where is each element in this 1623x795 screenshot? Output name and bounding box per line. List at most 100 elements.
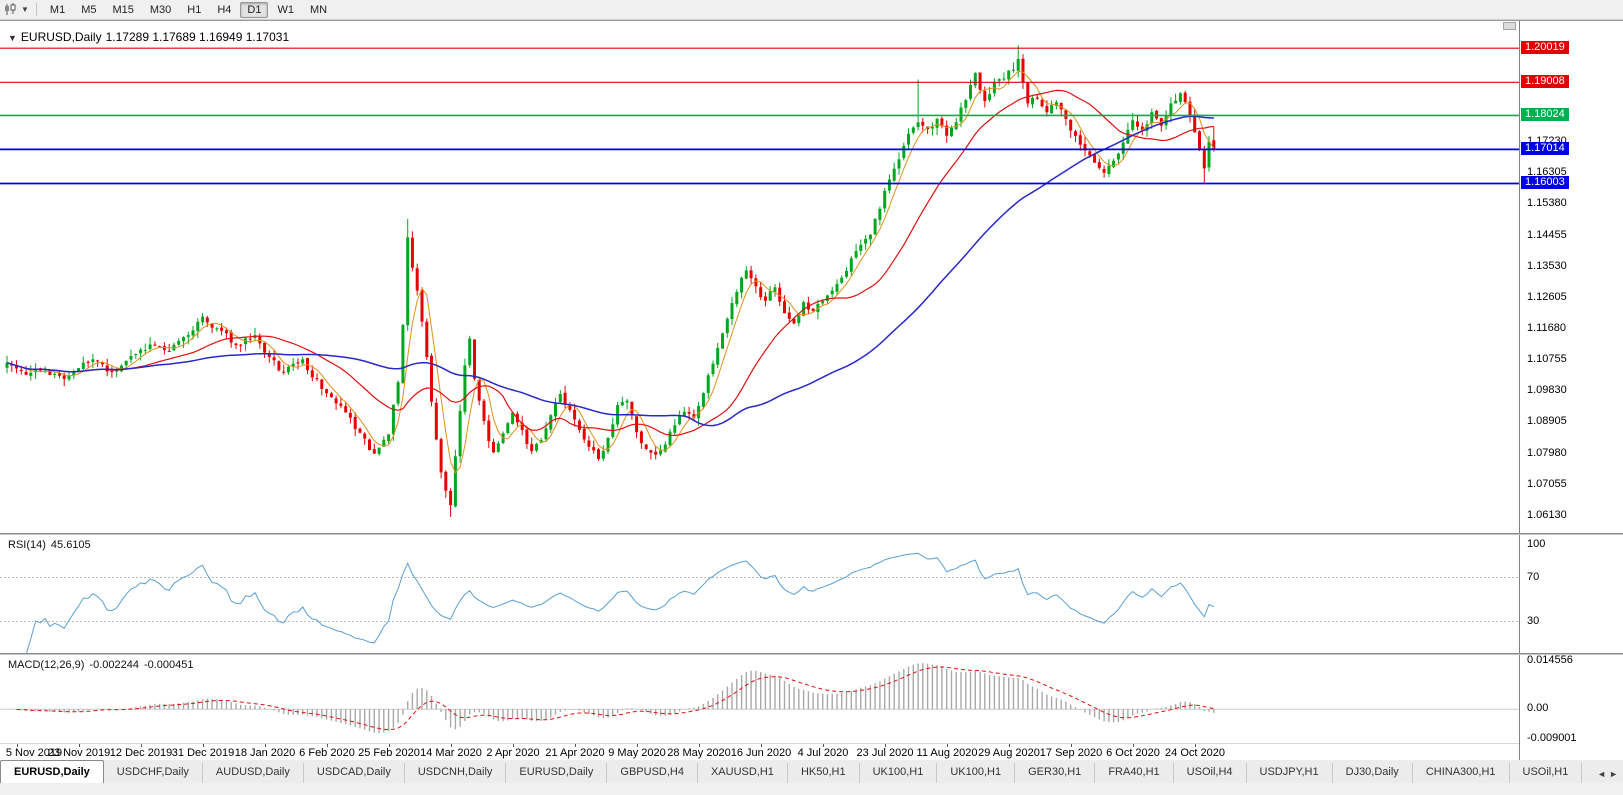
date-tick	[947, 744, 948, 747]
candlestick-chart-icon[interactable]	[4, 3, 19, 16]
date-tick	[17, 744, 18, 747]
chart-tab-audusd-daily[interactable]: AUDUSD,Daily	[203, 763, 304, 783]
chart-tab-eurusd-daily[interactable]: EURUSD,Daily	[506, 763, 608, 783]
rsi-axis-tick: 100	[1527, 538, 1546, 550]
chart-tab-gbpusd-h4[interactable]: GBPUSD,H4	[607, 763, 698, 783]
date-label: 23 Nov 2019	[47, 747, 111, 759]
date-label: 29 Aug 2020	[978, 747, 1040, 759]
chart-tab-bar: EURUSD,Daily USDCHF,Daily AUDUSD,Daily USDC…	[0, 759, 1623, 783]
price-axis-tick: 1.15380	[1527, 197, 1567, 209]
chart-tab-xauusd-h1[interactable]: XAUUSD,H1	[698, 763, 788, 783]
chart-tab-fra40-h1[interactable]: FRA40,H1	[1095, 763, 1174, 783]
date-label: 4 Jul 2020	[797, 747, 849, 759]
macd-axis-tick: 0.014556	[1527, 654, 1573, 666]
chart-tab-usoil-h1[interactable]: USOil,H1	[1510, 763, 1583, 783]
chart-tab-uk100-h1[interactable]: UK100,H1	[937, 763, 1016, 783]
timeframe-buttons: M1 M5 M15 M30 H1 H4 D1 W1 MN	[42, 1, 335, 18]
price-axis-tick: 1.13530	[1527, 260, 1567, 272]
macd-indicator-pane[interactable]	[0, 655, 1519, 743]
price-axis-tick: 1.16305	[1527, 166, 1567, 178]
price-axis-tick: 1.07055	[1527, 478, 1567, 490]
tabs-scroll-right-arrow[interactable]: ►	[1609, 769, 1618, 779]
chart-tab-ger30-h1[interactable]: GER30,H1	[1015, 763, 1096, 783]
chart-tab-dj30-daily[interactable]: DJ30,Daily	[1333, 763, 1413, 783]
timeframe-button-h4[interactable]: H4	[217, 3, 232, 16]
chart-tab-usdcnh-daily[interactable]: USDCNH,Daily	[405, 763, 507, 783]
date-tick	[637, 744, 638, 747]
date-tick	[79, 744, 80, 747]
date-tick	[451, 744, 452, 747]
date-label: 9 May 2020	[608, 747, 666, 759]
timeframe-button-h1[interactable]: H1	[187, 3, 202, 16]
collapse-arrow-icon[interactable]: ▼	[8, 33, 17, 43]
timeframe-button-mn[interactable]: MN	[309, 3, 328, 16]
timeframe-toolbar: ▼ M1 M5 M15 M30 H1 H4 D1 W1 MN	[0, 0, 1623, 20]
date-label: 5 Nov 2019	[5, 747, 63, 759]
rsi-axis-tick: 30	[1527, 615, 1540, 627]
rsi-indicator-pane[interactable]	[0, 535, 1519, 653]
timeframe-button-w1[interactable]: W1	[277, 3, 294, 16]
macd-main-value: -0.002244	[89, 659, 139, 671]
chart-tab-uk100-h1[interactable]: UK100,H1	[860, 763, 938, 783]
date-label: 23 Jul 2020	[856, 747, 914, 759]
date-tick	[265, 744, 266, 747]
date-label: 28 May 2020	[667, 747, 731, 759]
price-axis-tick: 1.07980	[1527, 447, 1567, 459]
price-chart-pane[interactable]	[0, 21, 1519, 533]
price-axis-tick: 1.17230	[1527, 135, 1567, 147]
pane-divider-rsi[interactable]	[0, 533, 1623, 535]
scrollbar-corner	[1503, 22, 1516, 30]
date-label: 21 Apr 2020	[545, 747, 605, 759]
price-axis-tick: 1.10755	[1527, 353, 1567, 365]
date-label: 16 Jun 2020	[730, 747, 792, 759]
macd-axis-tick: -0.009001	[1527, 732, 1577, 744]
rsi-header: RSI(14) 45.6105	[8, 539, 96, 551]
date-label: 24 Oct 2020	[1165, 747, 1225, 759]
date-tick	[823, 744, 824, 747]
price-axis-tick: 1.14455	[1527, 229, 1567, 241]
rsi-value: 45.6105	[50, 539, 91, 551]
macd-header: MACD(12,26,9) -0.002244 -0.000451	[8, 659, 199, 671]
timeframe-button-m5[interactable]: M5	[81, 3, 97, 16]
date-tick	[575, 744, 576, 747]
pane-divider-macd[interactable]	[0, 653, 1623, 655]
macd-histogram	[11, 663, 1215, 733]
date-tick	[1133, 744, 1134, 747]
price-axis-tick: 1.09830	[1527, 384, 1567, 396]
chart-tab-usdchf-daily[interactable]: USDCHF,Daily	[104, 763, 203, 783]
chart-tab-usdjpy-h1[interactable]: USDJPY,H1	[1247, 763, 1333, 783]
chart-type-dropdown-caret[interactable]: ▼	[21, 5, 29, 14]
date-tick	[1195, 744, 1196, 747]
price-scale[interactable]: 1.17230 1.16305 1.15380 1.14455 1.13530 1.126…	[1519, 21, 1623, 760]
date-tick	[1071, 744, 1072, 747]
toolbar-separator	[35, 3, 37, 16]
timeframe-button-m1[interactable]: M1	[49, 3, 66, 16]
date-tick	[141, 744, 142, 747]
date-label: 11 Aug 2020	[916, 747, 978, 759]
timeframe-button-m15[interactable]: M15	[112, 3, 134, 16]
chart-tab-usoil-h4[interactable]: USOil,H4	[1174, 763, 1247, 783]
rsi-line	[26, 552, 1215, 653]
ma-5-line[interactable]	[6, 70, 1215, 474]
date-label: 18 Jan 2020	[234, 747, 296, 759]
timeframe-button-d1[interactable]: D1	[240, 1, 269, 18]
chart-tab-china300-h1[interactable]: CHINA300,H1	[1413, 763, 1510, 783]
chart-tab-usdcad-daily[interactable]: USDCAD,Daily	[304, 763, 405, 783]
rsi-axis-tick: 70	[1527, 571, 1540, 583]
price-axis-tick: 1.06130	[1527, 509, 1567, 521]
ma-60-line[interactable]	[6, 115, 1214, 427]
date-label: 2 Apr 2020	[486, 747, 540, 759]
timeframe-button-m30[interactable]: M30	[149, 3, 172, 16]
date-axis: 5 Nov 2019 23 Nov 2019 12 Dec 2019 31 Dec 2…	[0, 743, 1519, 760]
chart-window: 5 Nov 2019 23 Nov 2019 12 Dec 2019 31 Dec 2…	[0, 20, 1623, 760]
date-tick	[885, 744, 886, 747]
price-axis-tick: 1.12605	[1527, 291, 1567, 303]
chart-tab-eurusd-daily[interactable]: EURUSD,Daily	[0, 760, 104, 783]
tabs-scroll-left-arrow[interactable]: ◄	[1597, 769, 1607, 779]
date-label: 25 Feb 2020	[358, 747, 420, 759]
date-tick	[203, 744, 204, 747]
chart-ohlc-values: 1.17289 1.17689 1.16949 1.17031	[105, 30, 290, 44]
chart-tab-hk50-h1[interactable]: HK50,H1	[788, 763, 860, 783]
ma-21-line[interactable]	[6, 89, 1214, 437]
